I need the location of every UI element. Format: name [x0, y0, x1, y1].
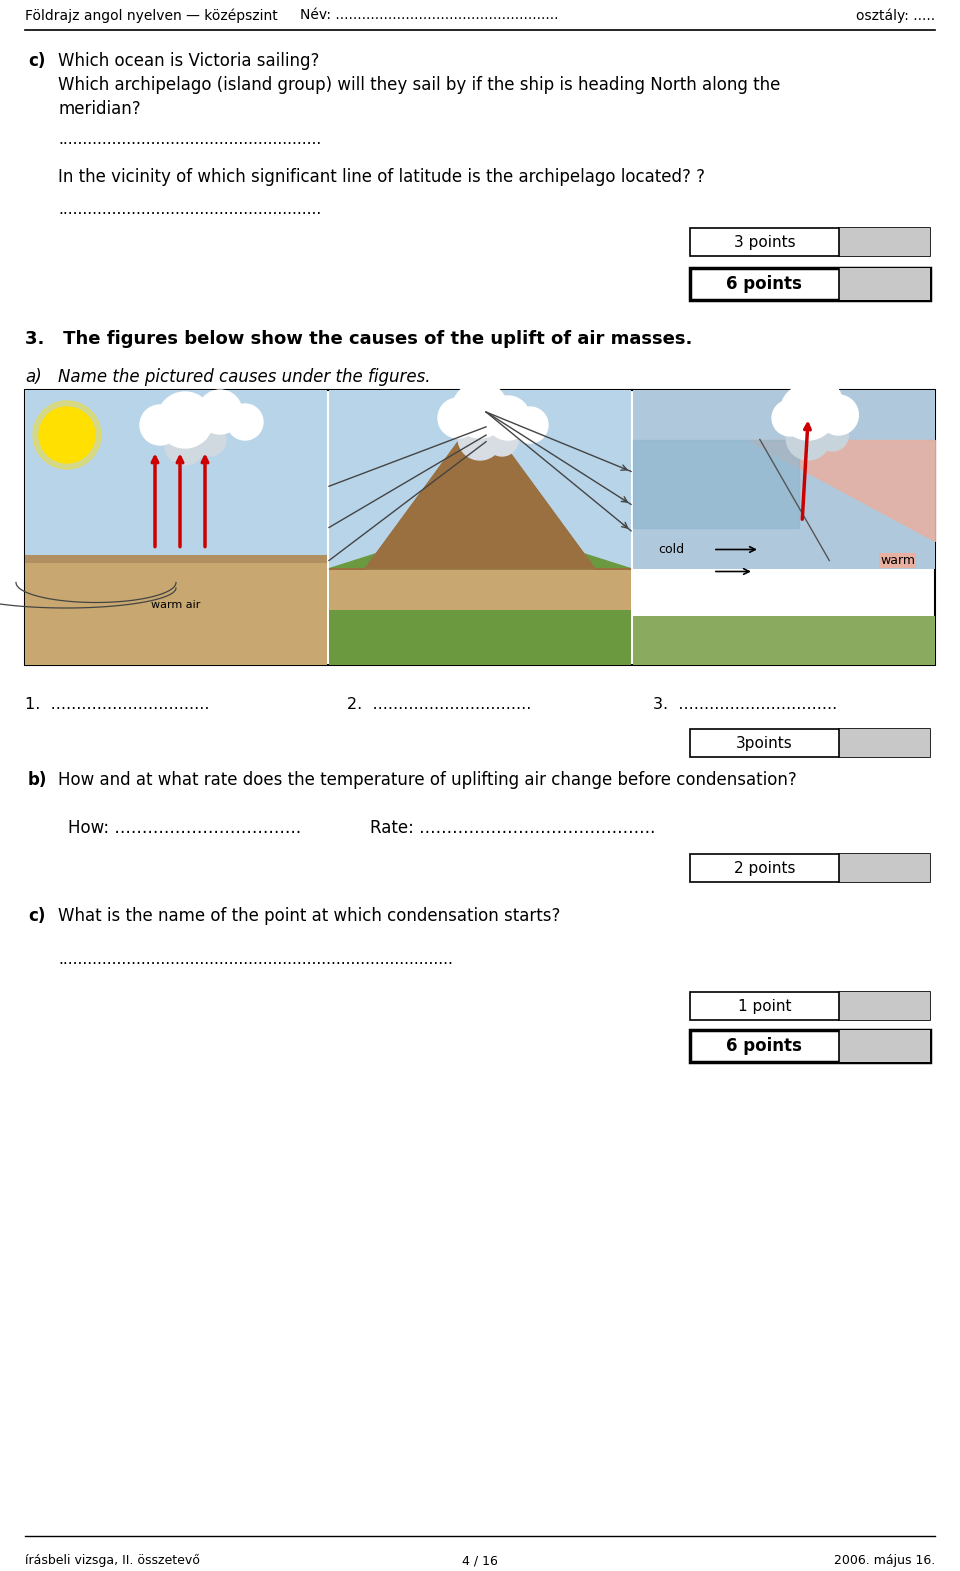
- Text: b): b): [28, 771, 47, 789]
- Bar: [25, 555, 327, 665]
- Text: warm: warm: [880, 555, 915, 567]
- Bar: [690, 729, 930, 757]
- Bar: [839, 855, 930, 881]
- Bar: [690, 228, 930, 256]
- Bar: [25, 390, 327, 555]
- Text: osztály: .....: osztály: .....: [856, 8, 935, 22]
- Text: 1.  ...............................: 1. ...............................: [25, 698, 209, 712]
- Bar: [839, 729, 930, 757]
- Text: 2 points: 2 points: [733, 861, 795, 875]
- Text: 1 point: 1 point: [737, 999, 791, 1013]
- Bar: [839, 1031, 930, 1062]
- Text: meridian?: meridian?: [58, 101, 140, 118]
- Text: Rate: …………………………………….: Rate: …………………………………….: [370, 818, 656, 837]
- Text: Name the pictured causes under the figures.: Name the pictured causes under the figur…: [58, 368, 430, 386]
- Text: 2006. május 16.: 2006. május 16.: [833, 1554, 935, 1566]
- Text: c): c): [28, 52, 45, 71]
- Text: 2.  ...............................: 2. ...............................: [347, 698, 532, 712]
- Text: 6 points: 6 points: [727, 1037, 803, 1056]
- Text: 6 points: 6 points: [727, 275, 803, 294]
- Text: 3points: 3points: [736, 735, 793, 751]
- Polygon shape: [329, 412, 631, 569]
- Text: Név: ...................................................: Név: ...................................…: [300, 8, 559, 22]
- Circle shape: [452, 382, 508, 438]
- Bar: [633, 390, 935, 555]
- Text: írásbeli vizsga, II. összetevő: írásbeli vizsga, II. összetevő: [25, 1554, 200, 1568]
- Bar: [690, 991, 930, 1020]
- Text: ......................................................: ........................................…: [58, 203, 322, 217]
- Text: Which ocean is Victoria sailing?: Which ocean is Victoria sailing?: [58, 52, 320, 71]
- Text: ................................................................................: ........................................…: [58, 952, 453, 968]
- Text: Which archipelago (island group) will they sail by if the ship is heading North : Which archipelago (island group) will th…: [58, 75, 780, 94]
- Circle shape: [194, 424, 226, 456]
- Circle shape: [140, 405, 180, 445]
- Bar: [25, 555, 327, 564]
- Bar: [25, 390, 327, 555]
- Text: How and at what rate does the temperature of uplifting air change before condens: How and at what rate does the temperatur…: [58, 771, 797, 789]
- Circle shape: [458, 416, 502, 460]
- Bar: [329, 390, 631, 569]
- Circle shape: [165, 426, 205, 465]
- Bar: [690, 1031, 930, 1062]
- Text: How: …………………………….: How: …………………………….: [68, 818, 301, 837]
- Text: 3.  ...............................: 3. ...............................: [653, 698, 837, 712]
- Polygon shape: [329, 473, 631, 569]
- Polygon shape: [748, 440, 935, 542]
- Circle shape: [157, 393, 213, 448]
- Bar: [839, 991, 930, 1020]
- Circle shape: [227, 404, 263, 440]
- Text: warm air: warm air: [152, 600, 201, 610]
- Circle shape: [198, 390, 242, 434]
- Circle shape: [772, 401, 808, 437]
- Text: 3 points: 3 points: [733, 234, 795, 250]
- Circle shape: [512, 407, 548, 443]
- Circle shape: [39, 407, 95, 463]
- Text: cold: cold: [658, 544, 684, 556]
- Circle shape: [799, 380, 842, 424]
- Circle shape: [33, 401, 101, 470]
- Text: 4 / 16: 4 / 16: [462, 1554, 498, 1566]
- Text: ......................................................: ........................................…: [58, 132, 322, 148]
- Circle shape: [786, 416, 830, 460]
- Text: Földrajz angol nyelven — középszint: Földrajz angol nyelven — középszint: [25, 8, 277, 22]
- Text: What is the name of the point at which condensation starts?: What is the name of the point at which c…: [58, 906, 561, 925]
- Circle shape: [486, 424, 518, 456]
- Circle shape: [780, 383, 836, 440]
- Bar: [329, 569, 631, 665]
- Text: a): a): [25, 368, 41, 386]
- Text: c): c): [28, 906, 45, 925]
- Circle shape: [818, 394, 858, 435]
- Circle shape: [438, 397, 478, 438]
- Bar: [329, 610, 631, 665]
- Bar: [690, 855, 930, 881]
- Bar: [839, 228, 930, 256]
- Text: 3.   The figures below show the causes of the uplift of air masses.: 3. The figures below show the causes of …: [25, 330, 692, 349]
- Bar: [25, 390, 935, 665]
- Text: In the vicinity of which significant line of latitude is the archipelago located: In the vicinity of which significant lin…: [58, 168, 705, 185]
- Polygon shape: [329, 412, 631, 569]
- Polygon shape: [633, 440, 799, 528]
- Circle shape: [486, 396, 530, 440]
- Bar: [633, 616, 935, 665]
- Bar: [690, 269, 930, 300]
- Bar: [839, 269, 930, 300]
- Bar: [329, 390, 631, 555]
- Circle shape: [816, 419, 849, 451]
- Bar: [633, 390, 935, 569]
